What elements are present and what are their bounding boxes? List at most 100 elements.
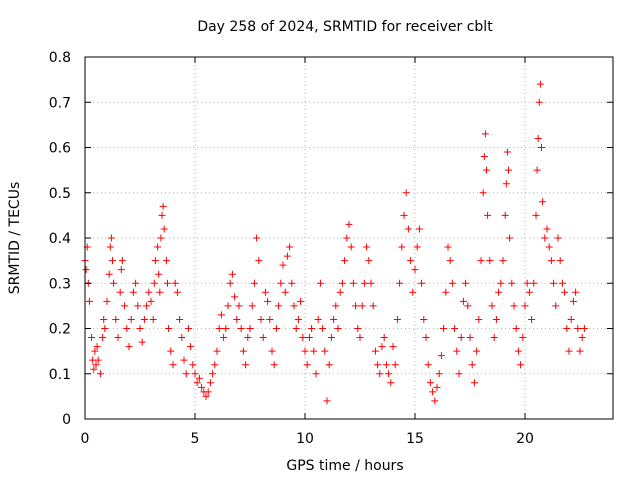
data-point: [253, 234, 261, 242]
data-point: [356, 334, 364, 342]
data-point: [250, 279, 258, 287]
data-point: [468, 361, 476, 369]
data-point: [279, 261, 287, 269]
data-point: [431, 397, 439, 405]
data-point: [543, 225, 551, 233]
data-point: [404, 225, 412, 233]
y-tick-label: 0.6: [49, 141, 71, 157]
x-axis-label: GPS time / hours: [286, 458, 403, 474]
data-point: [239, 347, 247, 355]
data-point: [91, 347, 99, 355]
data-point: [382, 361, 390, 369]
data-point: [231, 293, 239, 301]
data-point: [464, 302, 472, 310]
data-point: [429, 388, 437, 396]
data-point: [418, 279, 426, 287]
data-point: [90, 365, 98, 373]
x-tick-label: 15: [406, 431, 424, 447]
data-point: [297, 297, 305, 305]
data-point: [330, 315, 338, 323]
data-point: [169, 361, 177, 369]
data-point: [580, 325, 588, 332]
data-point: [477, 257, 485, 265]
data-point: [155, 270, 163, 278]
data-point: [164, 279, 171, 287]
data-point: [541, 234, 549, 242]
data-point: [530, 279, 538, 287]
data-point: [209, 370, 217, 378]
data-point: [160, 225, 168, 233]
data-point: [453, 347, 461, 355]
data-point: [561, 288, 569, 296]
data-point: [481, 130, 489, 138]
data-point: [92, 361, 100, 369]
data-point: [151, 257, 159, 265]
data-point: [567, 315, 575, 323]
data-point: [387, 379, 395, 387]
y-tick-label: 0.3: [49, 276, 71, 292]
data-point: [352, 302, 360, 310]
data-point: [437, 352, 445, 360]
data-point: [451, 325, 459, 332]
data-point: [521, 302, 529, 310]
data-point: [127, 315, 135, 323]
x-tick-label: 5: [191, 431, 200, 447]
data-point: [385, 370, 393, 378]
data-point: [512, 325, 520, 332]
data-point: [268, 347, 276, 355]
data-point: [411, 266, 419, 274]
data-point: [259, 334, 267, 342]
data-point: [376, 370, 384, 378]
data-point: [349, 279, 357, 287]
data-point: [547, 257, 555, 265]
data-point: [569, 297, 577, 305]
data-point: [435, 370, 443, 378]
data-point: [371, 347, 379, 355]
data-point: [213, 347, 221, 355]
data-point: [510, 302, 518, 310]
data-point: [121, 302, 129, 310]
data-point: [162, 257, 170, 265]
data-point: [116, 288, 124, 296]
data-point: [501, 211, 509, 219]
data-points: [81, 80, 588, 405]
data-point: [94, 356, 102, 364]
y-tick-label: 0.8: [49, 50, 71, 66]
data-point: [184, 325, 192, 332]
data-point: [378, 343, 386, 351]
data-point: [129, 288, 137, 296]
data-point: [492, 315, 500, 323]
data-point: [319, 325, 327, 332]
data-point: [88, 334, 96, 342]
data-point: [178, 334, 186, 342]
data-point: [226, 279, 234, 287]
tick-labels: 0 0.1 0.2 0.3 0.4 0.5 0.6 0.7 0.8 0 5 10 15 20: [49, 50, 534, 447]
data-point: [299, 334, 307, 342]
data-point: [264, 297, 272, 305]
data-point: [301, 347, 309, 355]
data-point: [442, 288, 450, 296]
data-point: [105, 270, 113, 278]
data-point: [440, 325, 448, 332]
data-point: [204, 388, 212, 396]
data-point: [455, 370, 463, 378]
data-point: [556, 257, 564, 265]
data-point: [380, 334, 388, 342]
data-point: [191, 370, 199, 378]
data-point: [99, 334, 107, 342]
data-point: [400, 211, 408, 219]
x-tick-label: 10: [296, 431, 314, 447]
data-point: [354, 325, 362, 332]
data-point: [563, 325, 571, 332]
data-point: [140, 315, 148, 323]
data-point: [459, 297, 467, 305]
data-point: [125, 343, 133, 351]
data-point: [158, 211, 166, 219]
data-point: [136, 325, 144, 332]
data-point: [367, 279, 375, 287]
data-point: [156, 288, 164, 296]
data-point: [323, 397, 331, 405]
data-point: [217, 311, 225, 319]
data-point: [325, 361, 333, 369]
data-point: [479, 189, 487, 197]
